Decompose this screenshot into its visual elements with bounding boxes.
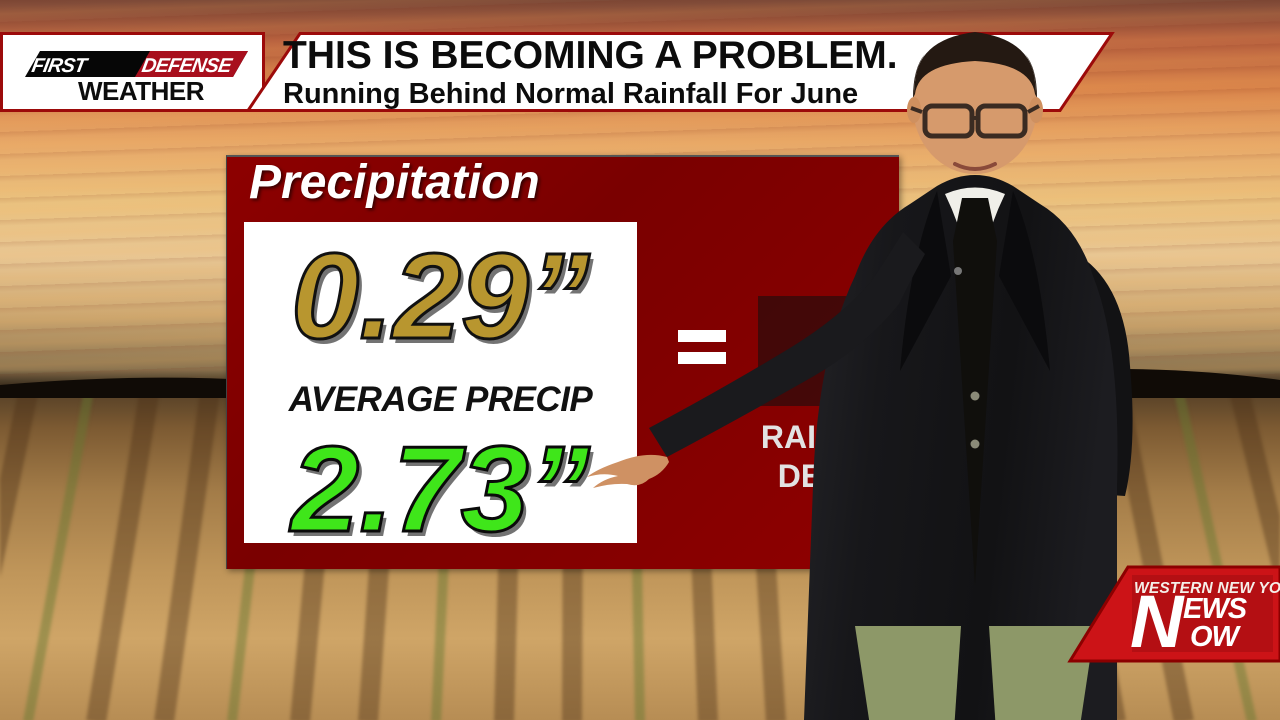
svg-text:N: N bbox=[1130, 580, 1185, 663]
svg-text:WEATHER: WEATHER bbox=[78, 76, 205, 106]
svg-text:OW: OW bbox=[1190, 621, 1242, 653]
svg-text:FIRST: FIRST bbox=[30, 55, 90, 77]
svg-text:DEFENSE: DEFENSE bbox=[140, 55, 234, 77]
